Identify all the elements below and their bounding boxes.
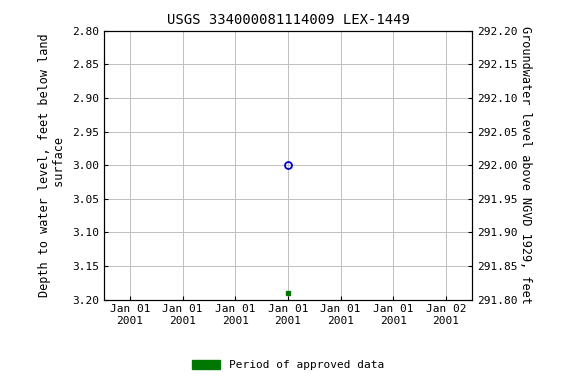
Y-axis label: Groundwater level above NGVD 1929, feet: Groundwater level above NGVD 1929, feet	[518, 26, 532, 304]
Legend: Period of approved data: Period of approved data	[188, 355, 388, 375]
Y-axis label: Depth to water level, feet below land
 surface: Depth to water level, feet below land su…	[38, 33, 66, 297]
Title: USGS 334000081114009 LEX-1449: USGS 334000081114009 LEX-1449	[166, 13, 410, 27]
